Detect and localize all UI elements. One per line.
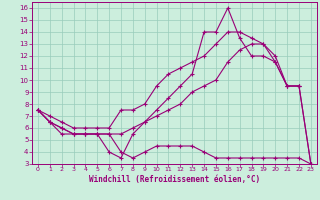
X-axis label: Windchill (Refroidissement éolien,°C): Windchill (Refroidissement éolien,°C) [89,175,260,184]
